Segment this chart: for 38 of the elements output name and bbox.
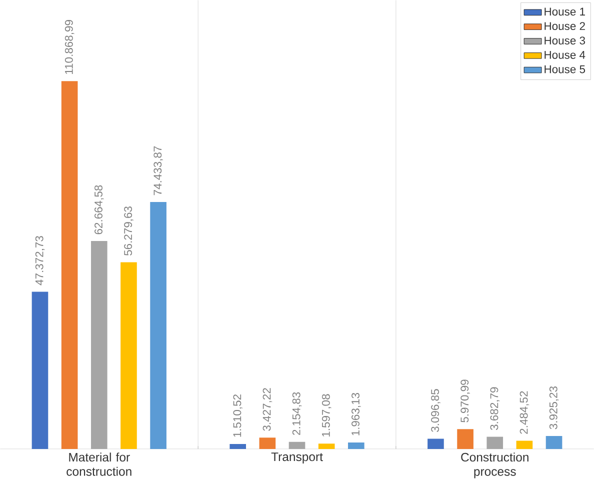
bar bbox=[516, 440, 533, 450]
bar bbox=[61, 81, 78, 450]
bar bbox=[428, 438, 444, 450]
data-label: 1.510,52 bbox=[233, 394, 242, 437]
data-label: 3.682,79 bbox=[490, 387, 500, 430]
bar bbox=[32, 292, 48, 450]
x-tick-label: Construction process bbox=[461, 452, 528, 478]
x-tick-label: Material for construction bbox=[66, 452, 132, 476]
data-label: 110.868,99 bbox=[64, 20, 74, 74]
data-label: 56.279,63 bbox=[124, 206, 134, 256]
bar bbox=[150, 202, 166, 450]
data-label: 1.597,08 bbox=[322, 394, 332, 437]
bar bbox=[318, 444, 335, 450]
bar bbox=[546, 436, 562, 450]
data-label: 3.427,22 bbox=[262, 388, 272, 432]
data-label: 74.433,87 bbox=[154, 146, 163, 196]
data-label: 3.925,23 bbox=[549, 386, 559, 430]
legend-label: House 3 bbox=[544, 36, 586, 45]
legend-label: House 1 bbox=[544, 8, 585, 16]
legend-label: House 5 bbox=[544, 66, 586, 74]
data-label: 47.372,73 bbox=[35, 236, 45, 286]
data-label: 1.963,13 bbox=[352, 393, 361, 436]
data-label: 3.096,85 bbox=[431, 389, 440, 432]
legend-label: House 2 bbox=[544, 22, 585, 30]
bar bbox=[120, 262, 137, 450]
x-tick-label: Transport bbox=[271, 452, 323, 464]
bar bbox=[486, 436, 504, 450]
bar bbox=[348, 442, 364, 450]
bar bbox=[90, 241, 108, 450]
bar bbox=[230, 444, 246, 450]
bar bbox=[259, 438, 276, 450]
data-label: 2.154,83 bbox=[292, 392, 302, 436]
data-label: 2.484,52 bbox=[520, 391, 530, 434]
data-label: 62.664,58 bbox=[94, 186, 104, 234]
bar bbox=[457, 429, 474, 450]
bar bbox=[288, 442, 306, 450]
data-label: 5.970,99 bbox=[460, 380, 470, 423]
legend-label: House 4 bbox=[544, 51, 586, 60]
